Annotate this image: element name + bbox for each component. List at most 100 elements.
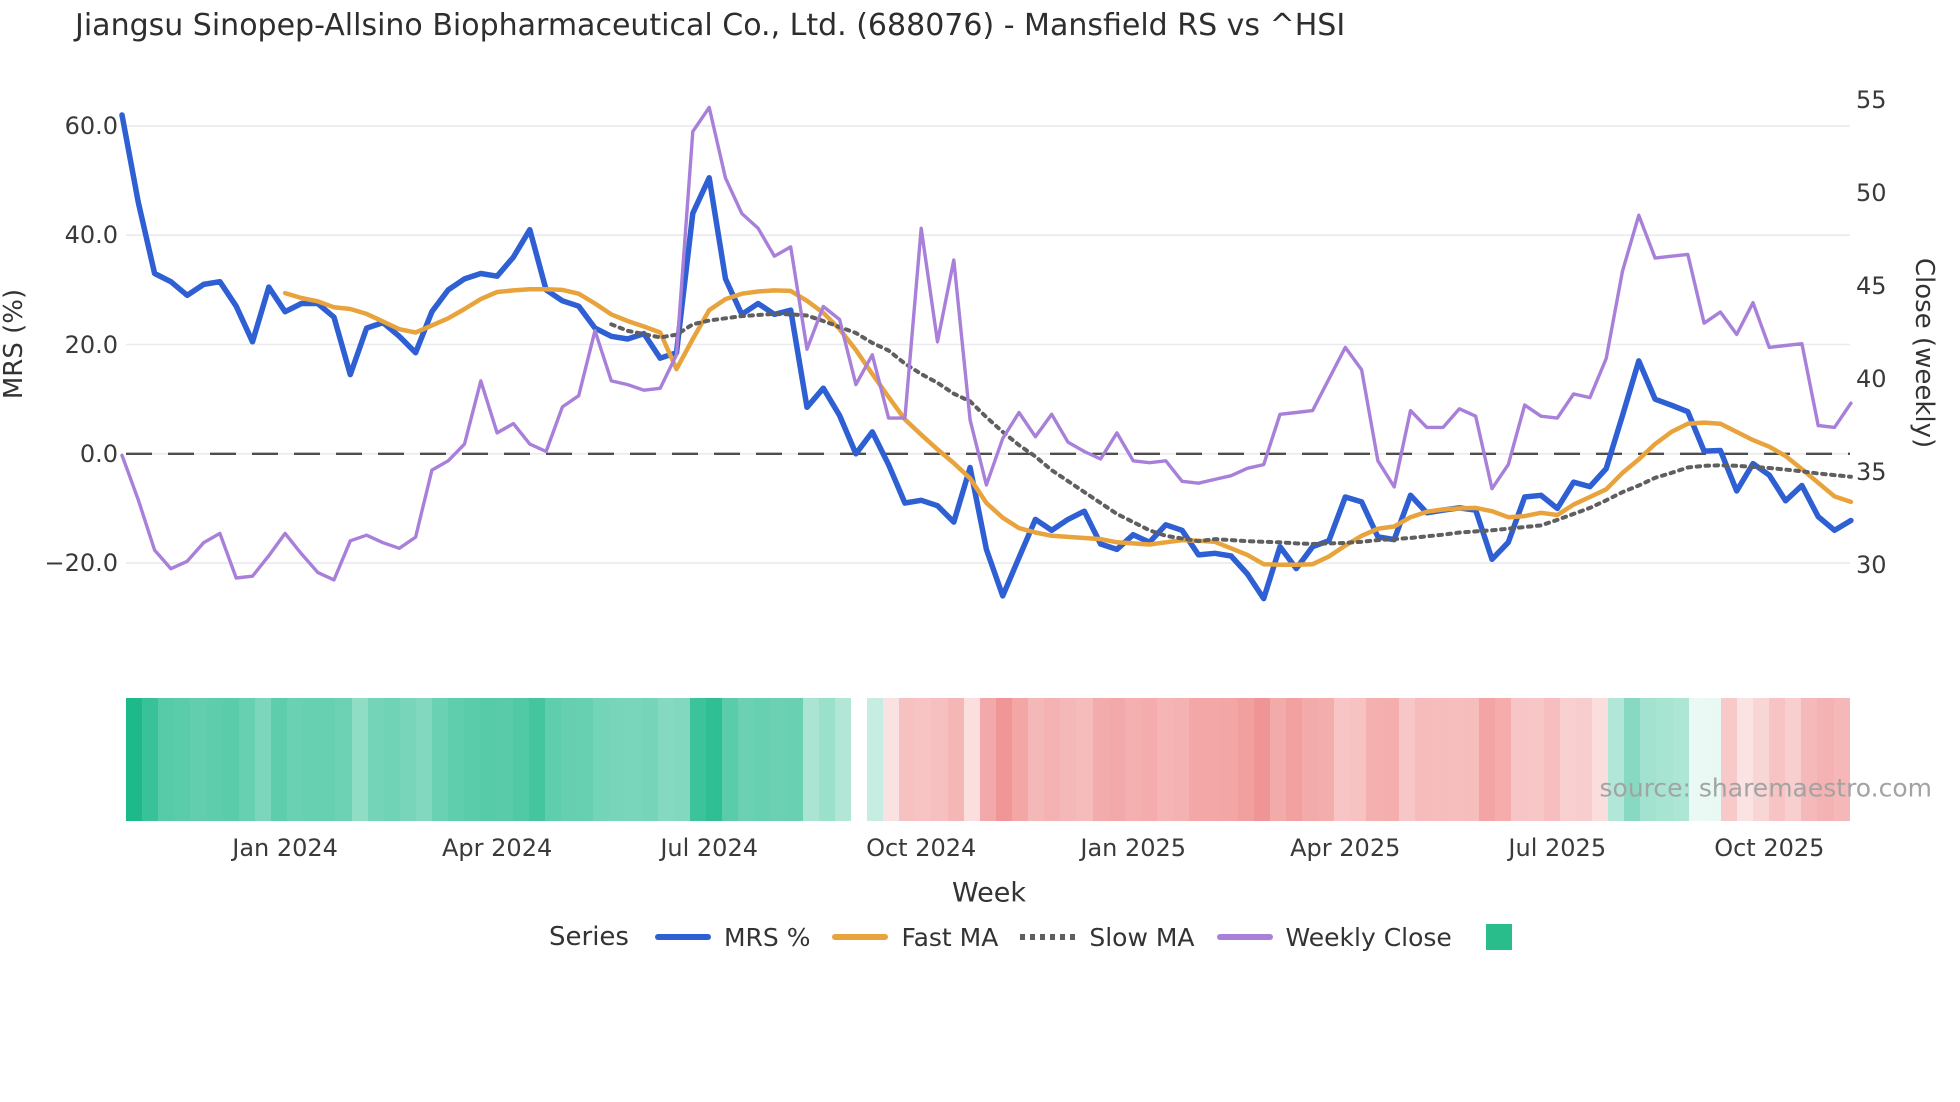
heatmap-cell (1318, 698, 1335, 821)
heatmap-cell (1173, 698, 1190, 821)
left-tick-label: 40.0 (64, 221, 118, 250)
heatmap-cell (1640, 698, 1657, 821)
heatmap-cell (335, 698, 352, 821)
watermark: source: sharemaestro.com (1599, 773, 1933, 803)
heatmap-cell (673, 698, 690, 821)
heatmap-cell (625, 698, 642, 821)
right-tick-label: 50 (1856, 179, 1887, 207)
line-swatch-icon (654, 934, 711, 940)
heatmap-cell (560, 698, 578, 821)
heatmap-cell (577, 698, 594, 821)
heatmap-cell (1785, 698, 1802, 821)
heatmap-cell (995, 698, 1013, 821)
heatmap-cell (1350, 698, 1367, 821)
series-line-mrs- (119, 112, 1854, 602)
left-tick-label: 60.0 (64, 111, 118, 140)
heatmap-cell (1334, 698, 1351, 821)
left-tick-label: 20.0 (64, 330, 118, 359)
legend-label: Slow MA (1089, 922, 1195, 952)
heatmap-strip (126, 698, 1850, 821)
x-axis-title: Week (952, 877, 1026, 909)
heatmap-cell (496, 698, 513, 821)
series-line-weekly-close (120, 105, 1853, 582)
chart-title: Jiangsu Sinopep-Allsino Biopharmaceutica… (75, 8, 1346, 43)
heatmap-cell (818, 698, 835, 821)
legend-item-mrs-: MRS % (654, 923, 810, 952)
heatmap-cell (1656, 698, 1673, 821)
heatmap-cell (722, 698, 739, 821)
heatmap-cell (1801, 698, 1818, 821)
heatmap-cell (512, 698, 529, 821)
heatmap-cell (142, 698, 159, 821)
heatmap-cell (1817, 698, 1834, 821)
heatmap-cell (1044, 698, 1061, 821)
heatmap-cell (1237, 698, 1254, 821)
heatmap-cell (979, 698, 996, 821)
heatmap-cell (947, 698, 964, 821)
heatmap-cell (850, 698, 868, 821)
heatmap-cell (1382, 698, 1399, 821)
x-tick-label: Jan 2024 (232, 834, 338, 862)
heatmap-cell (415, 698, 433, 821)
heatmap-cell (1624, 698, 1641, 821)
heatmap-cell (351, 698, 368, 821)
heatmap-cell (1463, 698, 1480, 821)
heatmap-cell (1108, 698, 1125, 821)
heatmap-cell (1591, 698, 1609, 821)
heatmap-cell (464, 698, 481, 821)
right-tick-label: 55 (1856, 86, 1887, 114)
right-tick-label: 45 (1856, 272, 1887, 300)
heatmap-cell (383, 698, 400, 821)
legend-label: Weekly Close (1285, 922, 1452, 952)
heatmap-cell (1543, 698, 1560, 821)
heatmap-cell (544, 698, 561, 821)
heatmap-cell (367, 698, 384, 821)
heatmap-cell (1704, 698, 1721, 821)
heatmap-cell (786, 698, 803, 821)
heatmap-cell (1076, 698, 1093, 821)
heatmap-cell (303, 698, 320, 821)
heatmap-cell (1205, 698, 1222, 821)
heatmap-cell (254, 698, 271, 821)
heatmap-cell (931, 698, 948, 821)
heatmap-cell (1028, 698, 1045, 821)
heatmap-cell (1301, 698, 1319, 821)
heatmap-cell (287, 698, 304, 821)
heatmap-cell (158, 698, 175, 821)
heatmap-cell (1720, 698, 1737, 821)
heatmap-cell (705, 698, 723, 821)
heatmap-cell (1012, 698, 1029, 821)
heatmap-cell (1092, 698, 1109, 821)
heatmap-cell (1575, 698, 1592, 821)
heatmap-cell (609, 698, 626, 821)
heatmap-cell (899, 698, 916, 821)
heatmap-cell (689, 698, 706, 821)
heatmap-cell (1479, 698, 1496, 821)
heatmap-cell (448, 698, 465, 821)
heatmap-cell (1269, 698, 1286, 821)
heatmap-cell (238, 698, 255, 821)
heatmap-cell (222, 698, 239, 821)
heatmap-cell (770, 698, 787, 821)
heatmap-cell (1753, 698, 1770, 821)
left-tick-label: 0.0 (79, 439, 118, 468)
right-tick-label: 35 (1856, 458, 1887, 486)
heatmap-cell (1672, 698, 1689, 821)
heatmap-cell (528, 698, 545, 821)
heatmap-cell (657, 698, 674, 821)
heatmap-cell (1608, 698, 1625, 821)
heatmap-cell (802, 698, 819, 821)
heatmap-cell (593, 698, 610, 821)
heatmap-cell (480, 698, 497, 821)
heatmap-cell (206, 698, 223, 821)
heatmap-cell (1511, 698, 1528, 821)
heatmap-cell (1189, 698, 1206, 821)
heatmap-cell (1285, 698, 1302, 821)
heatmap-cell (1769, 698, 1786, 821)
x-tick-label: Apr 2024 (442, 834, 553, 862)
heatmap-cell (963, 698, 980, 821)
x-tick-label: Jan 2025 (1080, 834, 1187, 862)
legend: Series MRS % Fast MA Slow MA Weekly Close (549, 922, 1512, 952)
